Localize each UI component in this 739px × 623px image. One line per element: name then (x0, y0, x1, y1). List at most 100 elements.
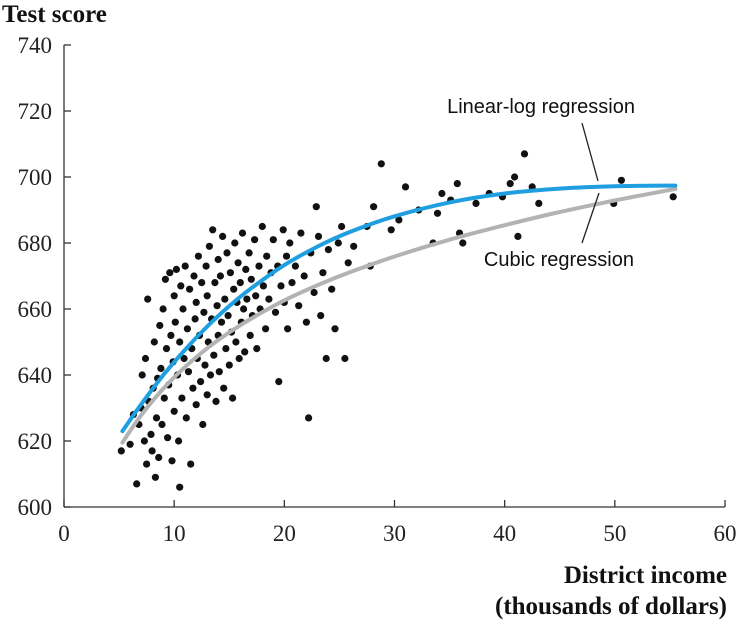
data-point (255, 262, 263, 270)
data-point (344, 259, 352, 267)
data-point (194, 252, 202, 260)
data-point (216, 272, 224, 280)
data-point (171, 318, 179, 326)
data-point (370, 203, 378, 211)
data-point (506, 180, 514, 188)
data-point (312, 203, 320, 211)
data-point (241, 348, 249, 356)
x-tick-label: 0 (58, 521, 70, 546)
data-point (126, 440, 134, 448)
data-point (168, 457, 176, 465)
data-point (152, 414, 161, 422)
data-point (211, 279, 219, 287)
data-point (284, 325, 292, 333)
data-point (277, 282, 285, 290)
data-point (160, 394, 168, 402)
data-point (258, 222, 266, 231)
data-point (222, 345, 230, 353)
data-point (514, 232, 522, 240)
annotations: Linear-log regression Cubic regression (447, 96, 635, 271)
data-point (219, 232, 227, 240)
data-point (253, 345, 261, 353)
regression-curves (120, 183, 678, 445)
y-tick-label: 660 (18, 297, 53, 322)
data-point (324, 246, 332, 254)
data-point (236, 279, 244, 287)
data-point (269, 236, 277, 244)
data-point (176, 483, 184, 491)
x-tick-label: 30 (383, 521, 406, 546)
data-point (155, 453, 163, 462)
x-tick-label: 20 (273, 521, 296, 546)
data-point (201, 361, 209, 369)
data-point (282, 252, 291, 260)
data-point (158, 420, 166, 429)
data-point (197, 378, 205, 386)
data-point (262, 325, 270, 333)
data-point (183, 325, 191, 333)
data-point (138, 371, 146, 379)
data-point (161, 275, 169, 283)
data-point (164, 434, 172, 442)
data-point (231, 239, 239, 247)
data-point (295, 302, 303, 310)
data-point (215, 368, 223, 376)
data-point (310, 288, 318, 297)
data-point (206, 371, 215, 379)
data-point (192, 298, 200, 306)
data-point (170, 292, 178, 300)
data-point (217, 318, 226, 326)
data-point (265, 295, 273, 303)
data-point (159, 305, 167, 313)
data-point (300, 272, 308, 280)
data-point (202, 262, 210, 270)
data-point (395, 216, 403, 224)
data-point (243, 295, 251, 303)
data-point (182, 414, 190, 422)
data-point (247, 275, 255, 283)
data-point (170, 407, 178, 415)
data-point (224, 312, 232, 320)
data-point (305, 414, 313, 422)
data-point (191, 315, 199, 323)
data-point (232, 338, 240, 346)
data-point (175, 437, 183, 445)
x-tick-label: 40 (493, 521, 516, 546)
data-point (226, 269, 234, 277)
data-point (238, 229, 247, 237)
x-axis-title-line1: District income (564, 562, 727, 589)
data-point (179, 305, 187, 313)
data-point (401, 183, 410, 191)
data-point (167, 331, 175, 339)
data-point (148, 447, 156, 455)
x-tick-label: 50 (603, 521, 626, 546)
data-point (199, 420, 207, 429)
data-point (453, 180, 461, 188)
data-point (214, 255, 222, 264)
data-point (200, 308, 208, 316)
data-point (178, 394, 186, 402)
data-point (275, 378, 283, 386)
y-tick-label: 640 (18, 363, 53, 388)
data-point (317, 312, 325, 320)
data-point (286, 239, 294, 247)
data-point (190, 272, 198, 280)
data-point (221, 295, 229, 303)
data-point (234, 259, 242, 267)
data-point (350, 242, 358, 250)
annotation-cubic: Cubic regression (484, 249, 634, 271)
data-point (338, 222, 346, 231)
data-point (377, 160, 385, 168)
data-point (328, 285, 336, 293)
data-point (288, 279, 296, 287)
data-point (186, 285, 194, 293)
x-tick-label: 60 (714, 521, 737, 546)
data-point (319, 269, 327, 277)
data-point (150, 338, 158, 346)
data-point (210, 351, 218, 359)
y-tick-label: 740 (18, 33, 53, 58)
data-point (220, 384, 228, 392)
data-point (225, 361, 233, 369)
data-point (438, 189, 446, 198)
data-point (669, 193, 677, 201)
